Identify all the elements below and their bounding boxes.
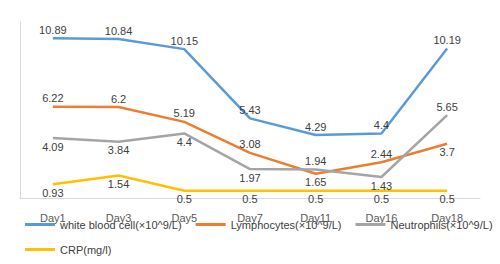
svg-text:10.84: 10.84: [105, 25, 133, 37]
svg-text:3.08: 3.08: [239, 138, 260, 150]
svg-text:6.2: 6.2: [111, 93, 126, 105]
svg-text:Day3: Day3: [105, 211, 132, 224]
svg-text:1.43: 1.43: [371, 180, 392, 192]
svg-text:0.5: 0.5: [374, 193, 389, 205]
svg-text:1.65: 1.65: [305, 176, 326, 188]
svg-text:5.43: 5.43: [239, 104, 260, 116]
svg-text:1.54: 1.54: [108, 178, 129, 190]
svg-text:Day16: Day16: [365, 211, 398, 224]
svg-text:10.15: 10.15: [171, 35, 199, 47]
svg-text:Day18: Day18: [431, 211, 463, 224]
svg-text:4.29: 4.29: [305, 121, 326, 133]
svg-text:Neutrophils(×10^9/L): Neutrophils(×10^9/L): [390, 219, 492, 231]
svg-text:Lymphocytes(×10^9/L): Lymphocytes(×10^9/L): [231, 219, 342, 231]
svg-text:3.7: 3.7: [439, 146, 454, 158]
svg-text:Day7: Day7: [237, 211, 263, 224]
svg-text:1.94: 1.94: [305, 155, 326, 167]
svg-text:3.84: 3.84: [108, 144, 129, 156]
svg-text:4.4: 4.4: [177, 136, 192, 148]
svg-text:4.09: 4.09: [42, 141, 63, 153]
svg-text:0.5: 0.5: [177, 193, 192, 205]
svg-text:0.93: 0.93: [42, 187, 63, 199]
svg-text:Day1: Day1: [40, 211, 66, 224]
svg-text:5.65: 5.65: [436, 101, 457, 113]
svg-text:6.22: 6.22: [42, 92, 63, 104]
svg-text:0.5: 0.5: [308, 193, 323, 205]
svg-text:4.4: 4.4: [374, 119, 389, 131]
svg-text:2.44: 2.44: [371, 148, 392, 160]
svg-text:CRP(mg/l): CRP(mg/l): [60, 244, 111, 256]
svg-text:5.19: 5.19: [174, 107, 195, 119]
svg-text:10.19: 10.19: [433, 34, 461, 46]
svg-text:0.5: 0.5: [439, 193, 454, 205]
svg-text:Day11: Day11: [300, 211, 332, 224]
svg-text:white blood cell(×10^9/L): white blood cell(×10^9/L): [59, 219, 182, 231]
svg-text:1.97: 1.97: [239, 172, 260, 184]
svg-text:Day5: Day5: [171, 211, 198, 224]
svg-text:0.5: 0.5: [242, 193, 257, 205]
svg-text:10.89: 10.89: [39, 24, 67, 36]
